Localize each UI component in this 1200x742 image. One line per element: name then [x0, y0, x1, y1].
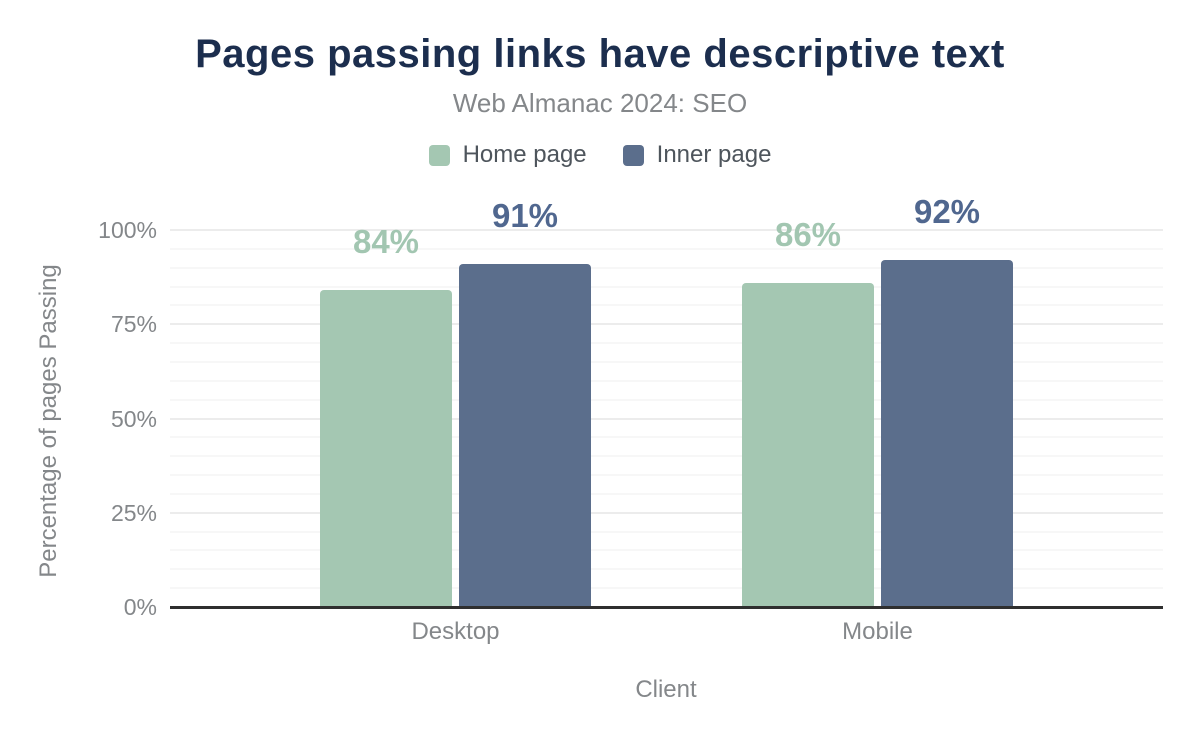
bar-inner-page-desktop [459, 263, 591, 607]
y-tick-label: 0% [123, 594, 157, 620]
x-axis-title: Client [635, 676, 697, 703]
y-tick-label: 75% [110, 311, 157, 338]
y-axis-title: Percentage of pages Passing [35, 264, 62, 578]
minor-gridline [170, 379, 1163, 382]
chart-subtitle: Web Almanac 2024: SEO [452, 88, 748, 118]
major-gridline [170, 323, 1163, 326]
minor-gridline [170, 568, 1163, 571]
minor-gridline [170, 455, 1163, 458]
minor-gridline [170, 342, 1163, 345]
x-tick-label: Mobile [842, 618, 913, 645]
legend-item-inner-page: Inner page [622, 141, 772, 169]
minor-gridline [170, 304, 1163, 307]
y-tick-label: 50% [110, 405, 157, 432]
minor-gridline [170, 398, 1163, 401]
minor-gridline [170, 266, 1163, 269]
minor-gridline [170, 474, 1163, 477]
legend-swatch-icon [622, 144, 644, 166]
legend-label: Inner page [656, 141, 772, 168]
minor-gridline [170, 285, 1163, 288]
legend: Home page Inner page [0, 141, 1200, 169]
legend-swatch-icon [428, 144, 450, 166]
chart-title: Pages passing links have descriptive tex… [195, 32, 1005, 76]
bar-home-page-desktop [320, 290, 452, 607]
minor-gridline [170, 549, 1163, 552]
y-tick-label: 100% [98, 217, 157, 243]
minor-gridline [170, 530, 1163, 533]
major-gridline [170, 417, 1163, 420]
bar-value-label: 86% [774, 215, 842, 253]
bar-value-label: 91% [491, 196, 559, 234]
bar-home-page-mobile [742, 282, 874, 607]
x-axis-line [170, 606, 1163, 609]
y-tick-label: 25% [110, 499, 157, 526]
minor-gridline [170, 360, 1163, 363]
major-gridline [170, 229, 1163, 231]
minor-gridline [170, 492, 1163, 495]
major-gridline [170, 511, 1163, 514]
bar-value-label: 92% [913, 193, 981, 231]
minor-gridline [170, 247, 1163, 250]
bar-value-label: 84% [352, 223, 420, 261]
minor-gridline [170, 587, 1163, 590]
legend-label: Home page [462, 141, 587, 168]
bar-inner-page-mobile [881, 260, 1013, 607]
x-tick-label: Desktop [411, 618, 500, 645]
legend-item-home-page: Home page [428, 141, 587, 169]
minor-gridline [170, 436, 1163, 439]
